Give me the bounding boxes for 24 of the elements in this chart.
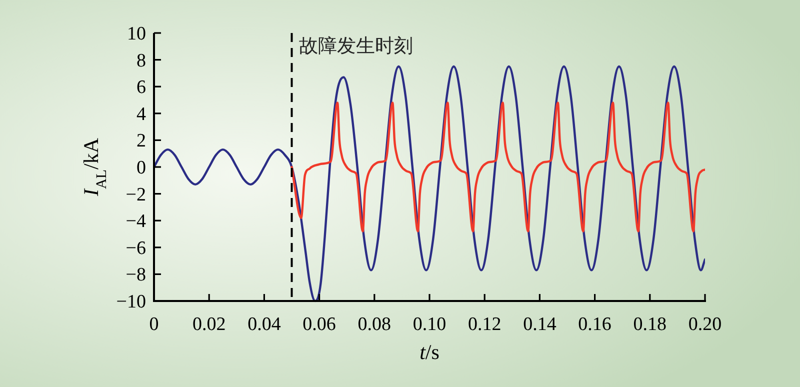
- x-tick-label: 0.12: [468, 314, 502, 335]
- y-tick-label: 6: [136, 77, 146, 98]
- x-tick-label: 0.02: [192, 314, 226, 335]
- y-tick-label: 0: [136, 158, 146, 178]
- y-tick-label: 2: [136, 130, 146, 152]
- x-axis-title: t/s: [420, 340, 440, 364]
- x-tick-label: 0.08: [358, 314, 392, 335]
- x-tick-label: 0.04: [248, 314, 282, 335]
- y-tick-label: 4: [136, 104, 146, 125]
- y-tick-label: 10: [127, 24, 146, 44]
- y-tick-label: −4: [126, 211, 146, 232]
- line-series: [290, 102, 705, 232]
- x-tick-label: 0.20: [688, 314, 722, 335]
- ref-line-label: 故障发生时刻: [298, 35, 413, 57]
- y-tick-label: −8: [126, 264, 146, 286]
- x-tick-label: 0.18: [633, 314, 667, 335]
- y-tick-label: −10: [116, 292, 146, 312]
- x-tick-label: 0.06: [302, 314, 336, 335]
- x-tick-label: 0.10: [412, 314, 446, 335]
- x-tick-label: 0.14: [523, 314, 557, 335]
- y-tick-label: 8: [136, 50, 146, 72]
- x-tick-label: 0.16: [578, 314, 612, 335]
- y-tick-label: −6: [126, 238, 146, 259]
- y-tick-label: −2: [126, 184, 146, 206]
